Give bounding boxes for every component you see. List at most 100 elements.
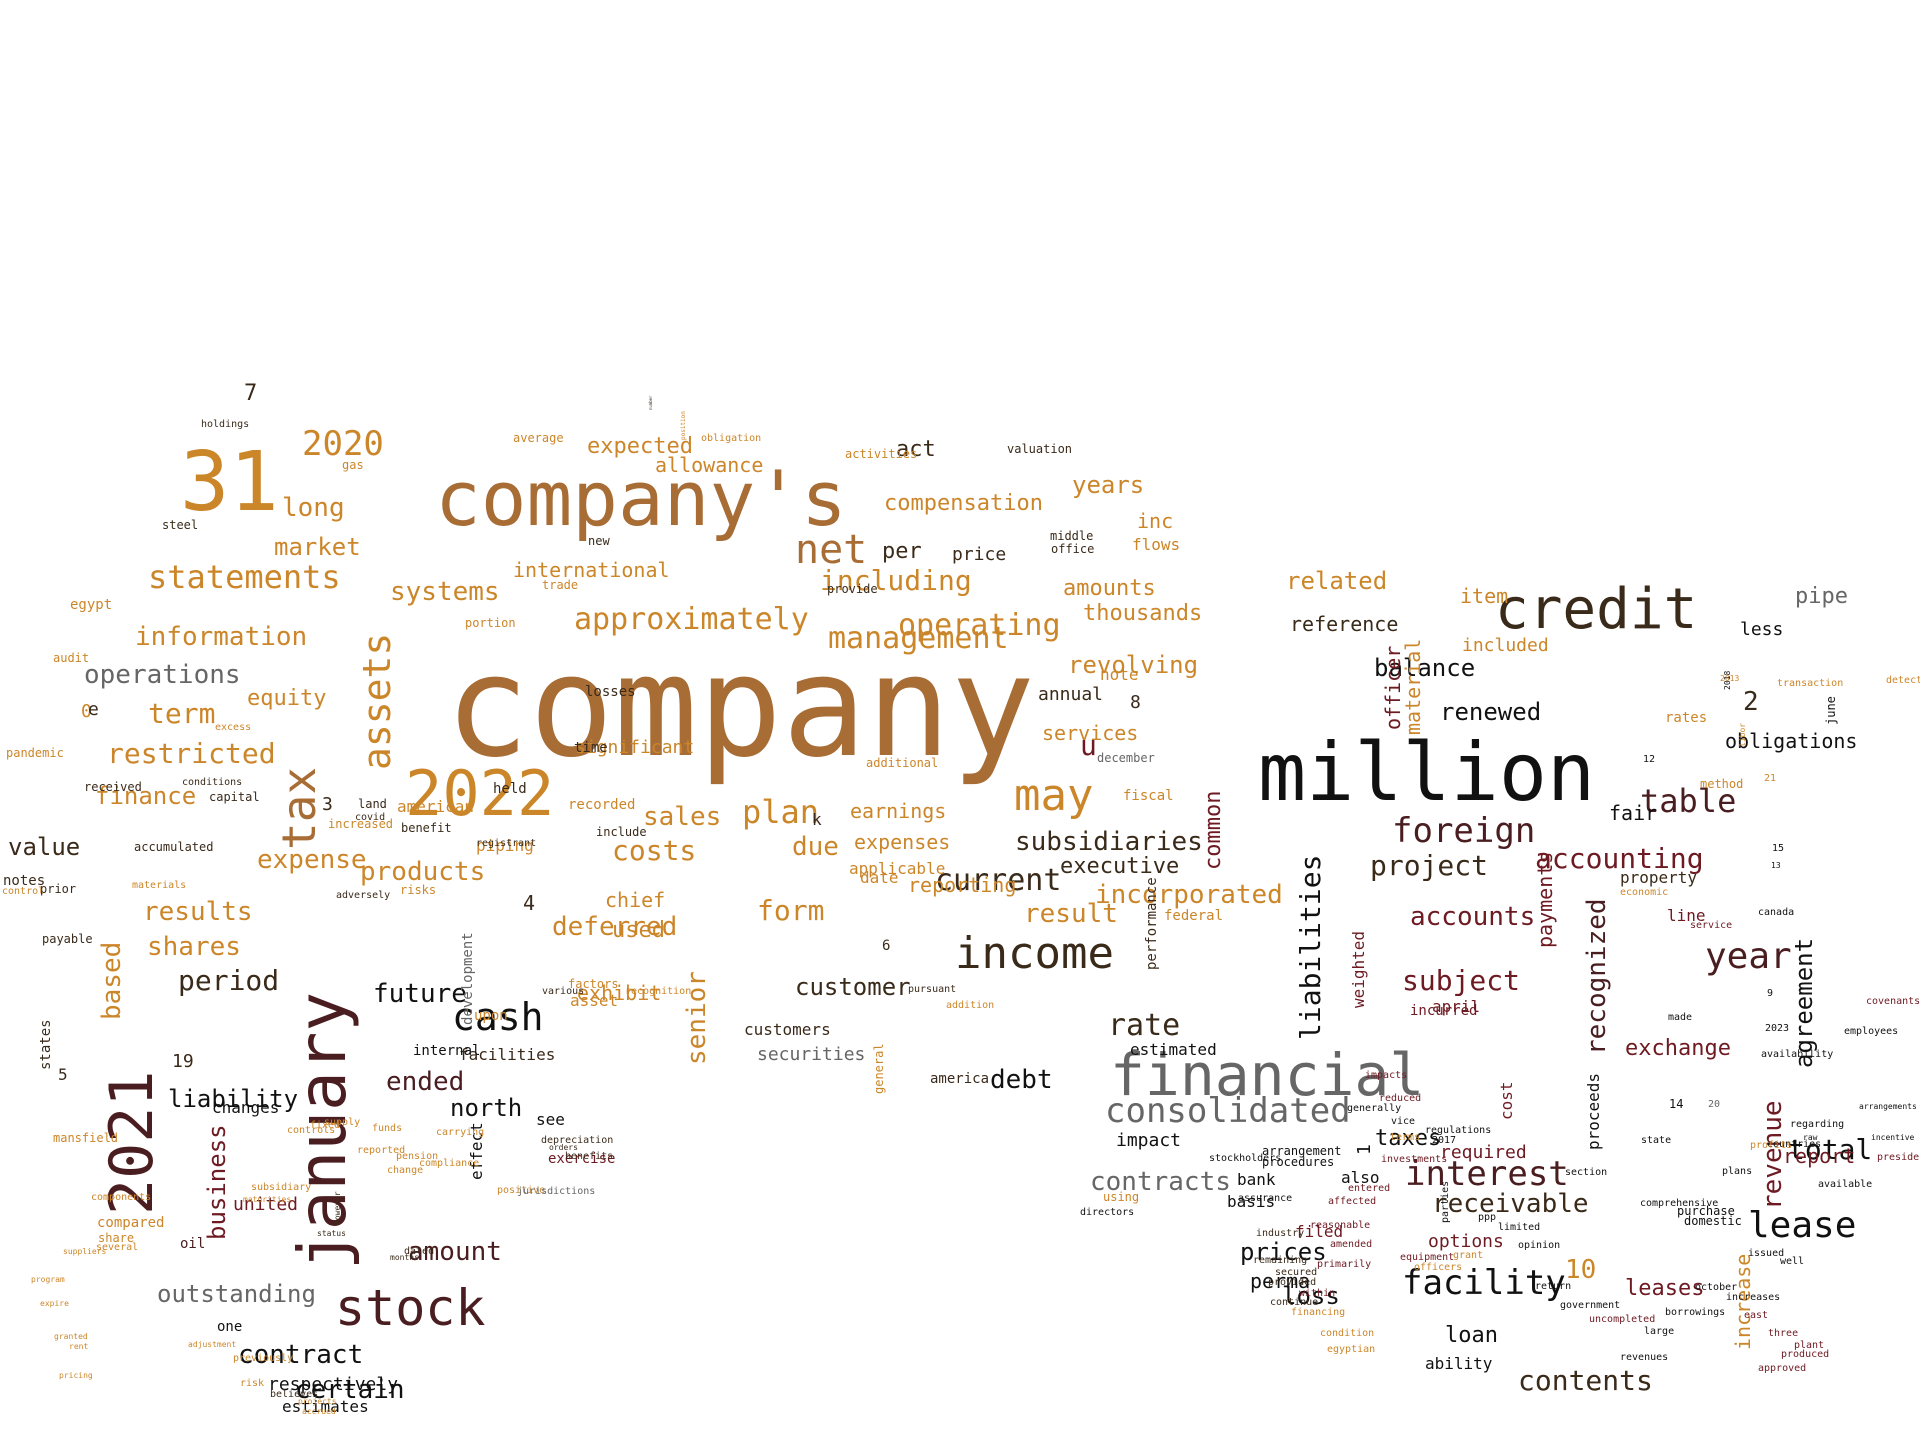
word-cash: cash [452, 995, 544, 1039]
word-employees: employees [1844, 1026, 1898, 1037]
word-internal: internal [413, 1043, 480, 1059]
word-payable: payable [42, 932, 93, 946]
word-8: 8 [1130, 692, 1141, 713]
word-20: 20 [1708, 1099, 1720, 1110]
word-sales: sales [643, 802, 721, 832]
word-tax: tax [272, 767, 326, 850]
word-recognition: recognition [625, 986, 691, 997]
word-5: 5 [58, 1065, 68, 1084]
word-debt: debt [990, 1065, 1053, 1095]
word-allowance: allowance [655, 453, 763, 477]
word-statements: statements [148, 558, 341, 596]
word-contract: contract [238, 1340, 363, 1370]
word-notes: notes [3, 873, 45, 889]
word-current: current [935, 863, 1061, 898]
word-2: 2 [1743, 687, 1759, 717]
word-states: states [38, 1019, 54, 1070]
word-reduced: reduced [1379, 1093, 1421, 1104]
word-exercise: exercise [548, 1151, 615, 1167]
word-accrued: accrued [302, 1407, 336, 1416]
word-used: used [612, 918, 665, 943]
word-less: less [1740, 619, 1783, 640]
word-condition: condition [1320, 1328, 1374, 1339]
word-carrying: carrying [436, 1127, 484, 1138]
word-suppliers: suppliers [63, 1247, 107, 1256]
word-projects: projects [298, 1397, 337, 1406]
word-grant: grant [1453, 1250, 1483, 1261]
word-proceeds: proceeds [1584, 1073, 1603, 1150]
word-piping: piping [476, 836, 534, 855]
word-granted: granted [54, 1332, 88, 1341]
word-excess: excess [215, 722, 251, 733]
word-chief: chief [605, 888, 665, 912]
word-detection: detection [1886, 675, 1920, 686]
word-loss: loss [1282, 1282, 1340, 1310]
word-factors: factors [568, 977, 619, 991]
word-2020: 2020 [302, 424, 384, 464]
word-included: included [1462, 635, 1549, 656]
word-method: method [1700, 777, 1743, 791]
word-assets: assets [355, 633, 399, 770]
word-rate: rate [1108, 1008, 1180, 1043]
word-expire: expire [40, 1299, 69, 1308]
word-per: per [882, 539, 922, 564]
word-arrangement: arrangement [1262, 1144, 1341, 1158]
word-expected: expected [587, 434, 693, 459]
word-weighted: weighted [1349, 931, 1368, 1008]
word-directors: directors [1080, 1207, 1134, 1218]
word-customers: customers [744, 1020, 831, 1039]
word-products: products [360, 857, 485, 887]
word-senior: senior [682, 971, 712, 1065]
word-e: e [88, 699, 99, 720]
word-years: years [1072, 471, 1144, 499]
word-note: note [1100, 665, 1139, 684]
word-systems: systems [390, 577, 500, 607]
word-approved: approved [1758, 1363, 1806, 1374]
word-also: also [1341, 1168, 1380, 1187]
word-contents: contents [1518, 1364, 1653, 1397]
word-procedures: procedures [1262, 1155, 1334, 1169]
word-related: related [1286, 567, 1387, 595]
word-certain: certain [295, 1375, 405, 1405]
word-investments: investments [1381, 1154, 1447, 1165]
word-limited: limited [1498, 1222, 1540, 1233]
word-incorporated: incorporated [1095, 880, 1283, 910]
word-control: control [2, 886, 44, 897]
word-benefits: benefits [565, 1151, 613, 1162]
word-using: using [1103, 1190, 1139, 1204]
word-pension: pension [396, 1151, 438, 1162]
word-united: united [233, 1194, 298, 1215]
word-applicable: applicable [849, 859, 945, 878]
word-earnings: earnings [850, 799, 946, 823]
word-ended: ended [386, 1067, 464, 1097]
word-activities: activities [845, 447, 917, 461]
word-credit: credit [1495, 577, 1697, 642]
word-provided: provided [1268, 1277, 1316, 1288]
word-incentive: incentive [1871, 1133, 1915, 1142]
word-foreign: foreign [1392, 811, 1535, 851]
word-k: k [812, 810, 822, 829]
word-raw: raw [1803, 1133, 1818, 1142]
word-0: 0 [81, 701, 92, 722]
word-recognized: recognized [1582, 898, 1612, 1055]
word-13: 13 [1771, 861, 1781, 870]
word-comprehensive: comprehensive [1640, 1198, 1718, 1209]
word-covid: covid [355, 812, 385, 823]
word-egyptian: egyptian [1327, 1344, 1375, 1355]
word-reasonable: reasonable [1310, 1220, 1370, 1231]
word-borrowings: borrowings [1665, 1307, 1725, 1318]
word-price: price [952, 544, 1006, 565]
word-adversely: adversely [336, 890, 390, 901]
word-ppp: ppp [1478, 1212, 1496, 1223]
word-estimated: estimated [1130, 1040, 1217, 1059]
word-21: 21 [1764, 773, 1776, 784]
word-development: development [460, 932, 476, 1025]
word-secured: secured [1275, 1267, 1317, 1278]
word-7: 7 [244, 381, 257, 406]
word-primarily: primarily [1317, 1259, 1371, 1270]
word-2013: 2013 [1720, 674, 1739, 683]
word-compliance: compliance [419, 1158, 479, 1169]
word-issued: issued [1748, 1248, 1784, 1259]
word-risks: risks [400, 883, 436, 897]
word-average: average [513, 431, 564, 445]
